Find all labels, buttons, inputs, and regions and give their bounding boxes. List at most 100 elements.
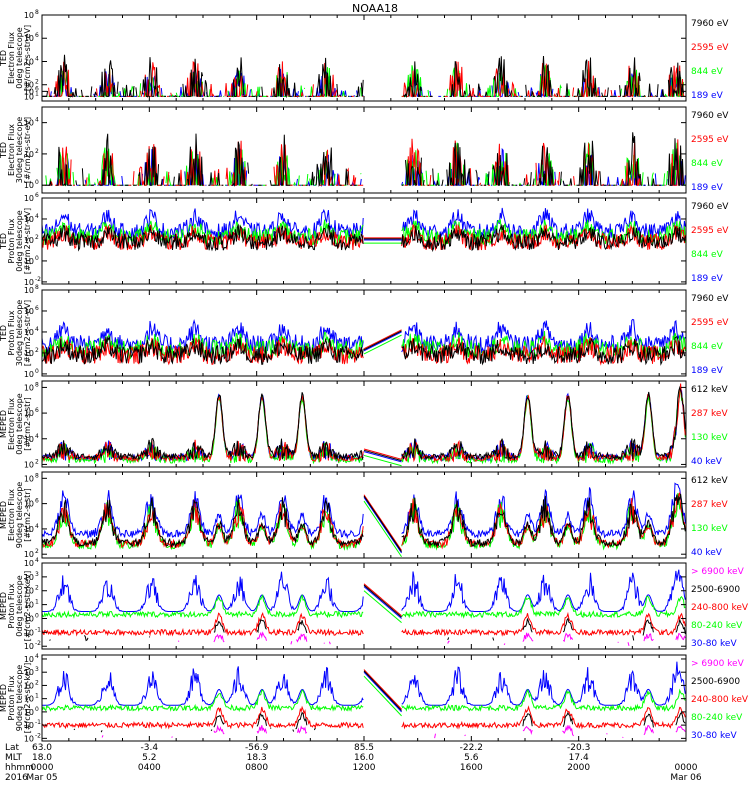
y-tick-exponent: 2 [35, 148, 39, 155]
x-label-hhmm: 0800 [245, 763, 268, 773]
legend-label-2-2: 2595 eV [691, 135, 729, 145]
y-tick-label: 10 [24, 642, 34, 651]
y-tick-base: 10 [24, 370, 34, 379]
x-label-lat: 63.0 [32, 743, 52, 753]
series-trace-5-1 [41, 385, 686, 462]
x-label-date: Mar 05 [26, 773, 57, 783]
y-tick-label: 10 [24, 628, 34, 637]
y-axis-label-line: [#/cm2-s-str-eV] [23, 117, 32, 183]
x-label-hhmm: 2000 [567, 763, 590, 773]
y-axis-label-line: [#/cm2-s-str-keV] [23, 663, 32, 734]
panel-frame-7 [41, 562, 687, 650]
y-tick-base: 10 [24, 11, 34, 20]
legend-label-5-2: 287 keV [691, 409, 728, 419]
x-label-lat: -22.2 [460, 743, 483, 753]
y-tick-base: 10 [24, 181, 34, 190]
panel-frame-8 [41, 654, 687, 742]
legend-label-5-4: 40 keV [691, 457, 723, 467]
x-label-hhmm: 0000 [675, 763, 698, 773]
y-tick-label: 10 [24, 708, 34, 717]
y-axis-label-line: 90deg telescope [15, 482, 24, 549]
y-tick-label: 10 [24, 614, 34, 623]
gap-line-4-1 [363, 330, 402, 351]
y-tick-label: 10 [24, 236, 34, 245]
y-tick-label: 10 [24, 500, 34, 509]
x-label-mlt: 18.0 [32, 753, 52, 763]
y-tick-base: 10 [24, 257, 34, 266]
y-axis-label-line: 0deg telescope [15, 575, 24, 636]
y-tick-base: 10 [24, 150, 34, 159]
y-tick-exponent: 6 [35, 192, 39, 199]
x-row-label: hhmm [5, 763, 34, 773]
gap-line-7-3 [363, 583, 402, 617]
y-axis-label-line: Electron Flux [7, 398, 16, 450]
y-axis-label-line: [#/cm2-s-str] [23, 488, 32, 541]
y-axis-label-2: TED Electron Flux 30deg telescope [#/cm2-s-… [0, 117, 32, 184]
y-tick-exponent: 4 [35, 213, 39, 220]
series-trace-5-2 [41, 383, 686, 463]
x-label-lat: -3.4 [141, 743, 159, 753]
y-tick-base: 10 [24, 474, 34, 483]
series-trace-8-5 [42, 661, 686, 706]
y-tick-exponent: 4 [35, 55, 39, 62]
y-tick-base: 10 [24, 695, 34, 704]
y-axis-label-line: MEPED [0, 410, 8, 438]
x-label-mlt: 5.6 [464, 753, 479, 763]
gap-line-6-1 [363, 495, 402, 552]
x-label-mlt: 18.3 [247, 753, 267, 763]
y-tick-base: 10 [24, 194, 34, 203]
y-tick-label: 10 [24, 435, 34, 444]
y-tick-base: 10 [24, 286, 34, 295]
y-tick-exponent: 4 [35, 557, 39, 564]
legend-label-6-3: 130 keV [691, 524, 728, 534]
y-axis-label-8: MEPED Proton Flux 90deg telescope [#/cm2-s-… [0, 663, 32, 734]
y-tick-label: 10 [24, 383, 34, 392]
y-axis-label-line: Electron Flux [7, 489, 16, 541]
legend-label-8-4: 80-240 keV [691, 713, 743, 723]
y-tick-base: 10 [24, 550, 34, 559]
y-tick-base: 10 [24, 236, 34, 245]
y-tick-exponent: 0 [35, 255, 39, 262]
y-tick-label: 10 [24, 559, 34, 568]
y-axis-label-line: MEPED [0, 592, 8, 620]
y-axis-label-7: MEPED Proton Flux 0deg telescope [#/cm2-s-s… [0, 571, 32, 642]
y-tick-label: 10 [24, 370, 34, 379]
gap-line-4-3 [363, 334, 402, 355]
gap-line-8-3 [363, 669, 402, 710]
y-axis-label-1: TED Electron Flux 0deg telescope [#/cm2-s-s… [0, 25, 32, 91]
y-tick-base: 10 [24, 708, 34, 717]
y-tick-exponent: 4 [35, 326, 39, 333]
y-tick-exponent: 6 [35, 305, 39, 312]
y-tick-label: 10 [24, 34, 34, 43]
gap-line-6-2 [363, 494, 402, 551]
series-trace-3-4 [41, 207, 686, 242]
legend-label-8-2: 2500-6900 [691, 677, 740, 687]
y-tick-label: 10 [24, 655, 34, 664]
y-tick-base: 10 [24, 409, 34, 418]
x-row-label: Lat [5, 743, 20, 753]
y-tick-base: 10 [24, 573, 34, 582]
legend-label-8-5: 30-80 keV [691, 731, 737, 741]
legend-label-2-3: 844 eV [691, 159, 724, 169]
legend-label-3-3: 844 eV [691, 250, 724, 260]
y-axis-label-line: 30deg telescope [15, 300, 24, 367]
series-trace-6-1 [41, 493, 686, 549]
y-tick-exponent: -2 [35, 640, 41, 647]
y-tick-base: 10 [24, 435, 34, 444]
y-tick-label: 10 [24, 278, 34, 287]
x-label-hhmm: 1600 [460, 763, 483, 773]
y-axis-label-line: [#/cm2-s-str-eV] [23, 208, 32, 274]
y-tick-label: 10 [24, 119, 34, 128]
y-tick-exponent: 1 [35, 599, 39, 606]
gap-line-6-4 [363, 497, 402, 554]
gap-line-7-5 [363, 586, 402, 619]
series-trace-3-1 [41, 223, 686, 253]
x-label-date: Mar 06 [670, 773, 702, 783]
y-tick-label: 10 [24, 257, 34, 266]
